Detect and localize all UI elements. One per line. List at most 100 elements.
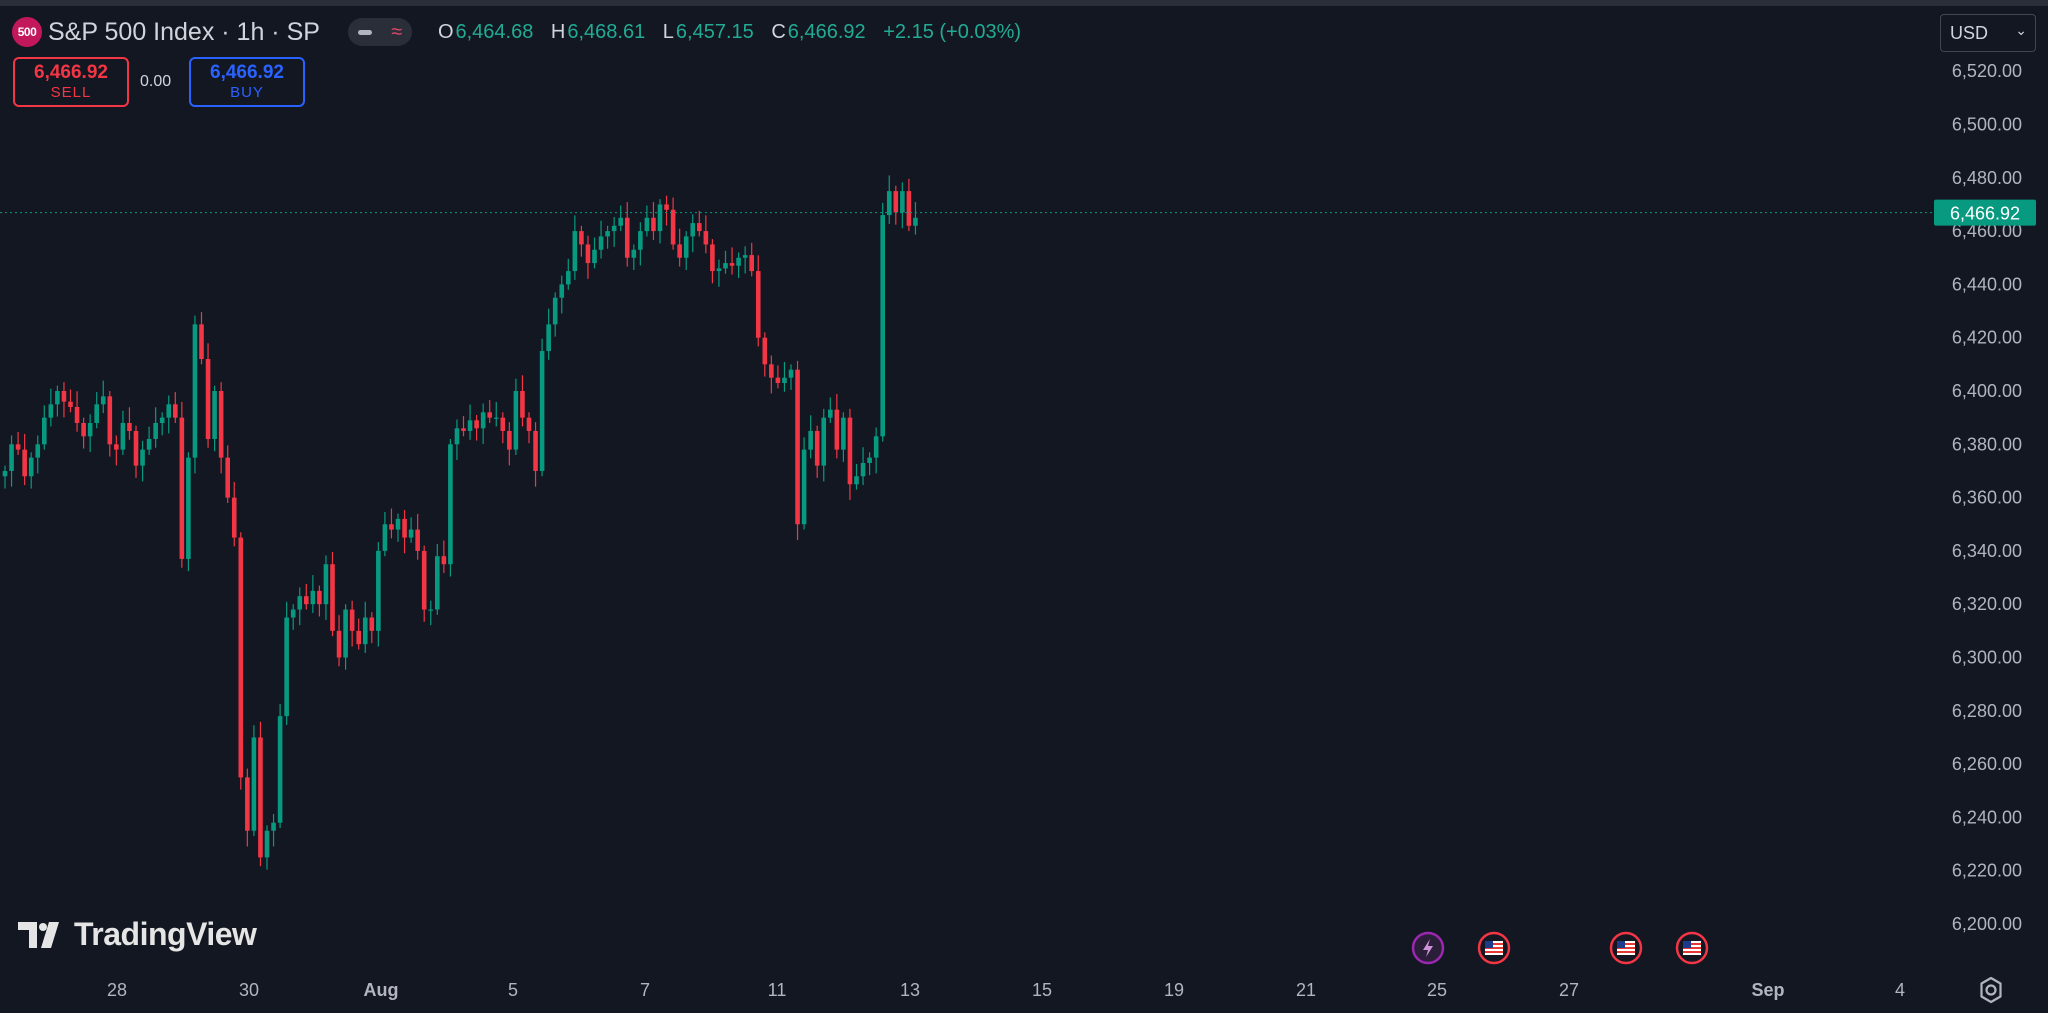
candle — [782, 361, 787, 392]
candle-body — [742, 255, 748, 258]
candle-body — [323, 564, 329, 605]
candle-body — [638, 231, 643, 250]
candle-body — [736, 257, 741, 266]
candle-body — [251, 737, 257, 831]
candle-body — [749, 255, 754, 272]
x-tick-label: 7 — [640, 980, 650, 1000]
candle-body — [317, 590, 322, 605]
candle-body — [467, 420, 473, 431]
candle — [683, 231, 689, 271]
candle — [546, 308, 551, 360]
y-tick-label: 6,500.00 — [1952, 115, 2022, 135]
candle — [159, 412, 165, 436]
sell-price: 6,466.92 — [34, 62, 108, 83]
candle — [290, 604, 296, 630]
candle-body — [493, 417, 499, 419]
candle — [644, 205, 650, 237]
candle — [349, 600, 355, 647]
candle-body — [618, 217, 623, 226]
candle-body — [55, 391, 60, 405]
candle — [618, 205, 623, 232]
candle-body — [48, 404, 54, 418]
candle-body — [42, 417, 47, 445]
candle — [48, 388, 54, 427]
candle-body — [880, 215, 885, 437]
settings-gear-icon[interactable] — [1976, 975, 2006, 1005]
candle — [448, 438, 453, 577]
candle-body — [900, 191, 905, 213]
candle-body — [873, 436, 879, 458]
candle — [788, 364, 794, 390]
candle-body — [834, 409, 840, 450]
y-tick-label: 6,520.00 — [1952, 61, 2022, 81]
spread-value: 0.00 — [140, 73, 172, 90]
candle-body — [644, 217, 650, 232]
y-tick-label: 6,480.00 — [1952, 168, 2022, 188]
candle-body — [376, 550, 381, 631]
tradingview-logo[interactable]: TradingView — [18, 916, 257, 953]
tradingview-name: TradingView — [74, 916, 257, 952]
candle-body — [166, 404, 172, 418]
candle — [87, 414, 93, 453]
candle — [493, 401, 499, 427]
candle — [566, 258, 571, 290]
symbol-logo[interactable]: 500 — [12, 17, 42, 47]
sell-label: SELL — [50, 84, 92, 101]
candle — [100, 380, 106, 414]
y-tick-label: 6,280.00 — [1952, 701, 2022, 721]
candle-body — [886, 191, 892, 216]
candle-body — [664, 204, 669, 210]
candle-body — [762, 337, 768, 365]
change-value: +2.15 (+0.03%) — [883, 20, 1022, 43]
candle-body — [854, 476, 859, 485]
y-tick-label: 6,220.00 — [1952, 861, 2022, 881]
candle-body — [474, 420, 479, 429]
candle-body — [68, 401, 73, 407]
visibility-toggle[interactable]: ≈ — [347, 18, 412, 46]
y-tick-label: 6,260.00 — [1952, 754, 2022, 774]
candle-body — [611, 225, 617, 232]
candle-body — [362, 617, 368, 645]
candle — [192, 315, 198, 474]
buy-label: BUY — [230, 84, 264, 101]
candle-body — [140, 449, 145, 466]
y-tick-label: 6,380.00 — [1952, 434, 2022, 454]
candle-body — [703, 231, 709, 245]
y-tick-label: 6,360.00 — [1952, 488, 2022, 508]
x-tick-label: 28 — [107, 980, 127, 1000]
candle-body — [107, 396, 113, 445]
candle-body — [9, 444, 14, 471]
candle — [435, 543, 440, 615]
candle-body — [454, 428, 460, 445]
candle — [323, 555, 329, 620]
candle-body — [74, 406, 80, 423]
candle-body — [61, 391, 67, 402]
candle-body — [87, 422, 93, 437]
candle-body — [552, 297, 558, 325]
candle — [723, 250, 728, 274]
candle-body — [808, 430, 813, 450]
candle-body — [421, 550, 427, 610]
sell-button[interactable]: 6,466.92 SELL — [13, 57, 129, 107]
approx-wave-icon: ≈ — [391, 21, 403, 43]
candle-body — [290, 609, 296, 618]
candle — [598, 220, 604, 259]
candle — [74, 391, 80, 432]
candle — [900, 182, 905, 229]
candle — [9, 435, 14, 487]
x-tick-label: 5 — [508, 980, 518, 1000]
candle-body — [238, 537, 244, 778]
candle-body — [356, 630, 361, 645]
currency-select[interactable]: USD ⌄ — [1940, 14, 2036, 52]
symbol-title[interactable]: S&P 500 Index · 1h · SP — [48, 17, 320, 46]
candle-body — [271, 822, 276, 831]
candle-body — [389, 524, 394, 530]
buy-button[interactable]: 6,466.92 BUY — [189, 57, 305, 107]
candle-body — [841, 417, 846, 450]
candle-body — [801, 449, 807, 525]
candle — [657, 199, 663, 244]
candle-body — [906, 191, 912, 226]
candle — [297, 587, 303, 626]
candle-body — [507, 430, 512, 450]
